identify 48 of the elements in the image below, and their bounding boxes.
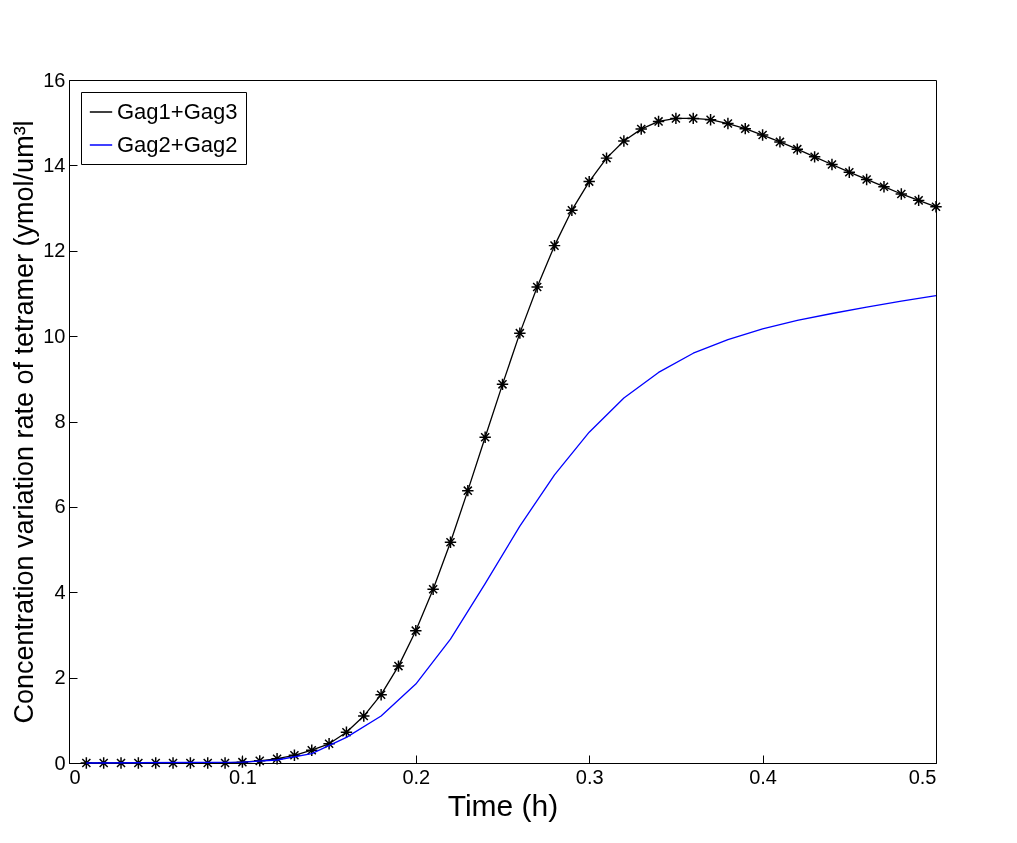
point xyxy=(618,135,630,147)
y-tick-label: 2 xyxy=(54,666,66,689)
point xyxy=(843,166,855,178)
point xyxy=(774,136,786,148)
y-tick-label: 10 xyxy=(43,324,66,347)
point xyxy=(427,583,439,595)
point xyxy=(358,710,370,722)
point xyxy=(583,175,595,188)
point xyxy=(722,117,734,130)
point xyxy=(514,327,526,339)
point xyxy=(635,123,647,135)
point xyxy=(878,181,890,193)
y-tick-label: 6 xyxy=(54,495,66,518)
point xyxy=(930,201,942,213)
y-tick-label: 4 xyxy=(54,580,66,603)
point xyxy=(687,112,699,125)
point xyxy=(392,660,405,672)
y-tick-label: 12 xyxy=(43,239,66,262)
y-axis-title: Concentration variation rate of tetramer (ymol/um³l xyxy=(9,120,40,724)
y-tick-label: 0 xyxy=(54,751,66,774)
point xyxy=(756,129,769,141)
x-tick-label: 0.5 xyxy=(908,765,937,788)
point xyxy=(462,484,474,497)
x-tick-label: 0.1 xyxy=(228,765,257,788)
point xyxy=(912,194,925,207)
legend-label: Gag1+Gag3 xyxy=(117,99,238,124)
point xyxy=(895,188,908,200)
point xyxy=(410,624,422,637)
x-tick-label: 0 xyxy=(69,765,81,788)
x-tick-label: 0.4 xyxy=(749,765,778,788)
point xyxy=(652,115,665,128)
point xyxy=(531,281,543,293)
point xyxy=(600,152,613,164)
point xyxy=(791,143,803,155)
point xyxy=(670,112,682,125)
point xyxy=(566,204,578,216)
point xyxy=(306,744,318,756)
x-tick-label: 0.2 xyxy=(402,765,431,788)
y-tick-label: 16 xyxy=(43,68,66,91)
x-axis-title: Time (h) xyxy=(447,788,559,822)
legend-label: Gag2+Gag2 xyxy=(117,132,238,157)
point xyxy=(808,151,821,163)
y-tick-label: 14 xyxy=(43,153,66,176)
y-tick-label: 8 xyxy=(54,410,66,432)
x-tick-label: 0.3 xyxy=(575,765,604,788)
point xyxy=(479,431,491,443)
point xyxy=(826,158,838,171)
point xyxy=(375,689,387,701)
